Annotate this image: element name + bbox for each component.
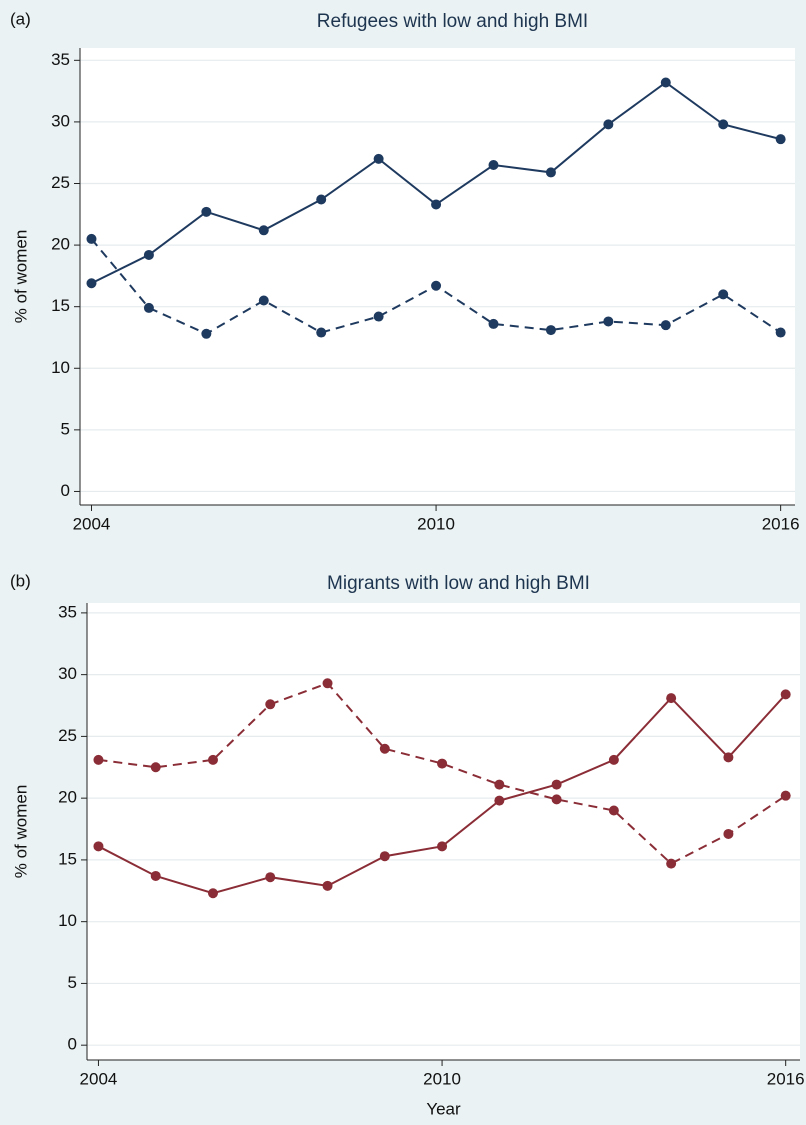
- point: [780, 689, 791, 700]
- point: [150, 762, 161, 773]
- x-tick-label: 2010: [417, 514, 455, 533]
- point: [608, 805, 619, 816]
- y-tick-label: 10: [51, 358, 70, 377]
- point: [86, 278, 97, 289]
- point: [603, 316, 614, 327]
- y-tick-label: 20: [58, 788, 77, 807]
- point: [150, 870, 161, 881]
- point: [608, 754, 619, 765]
- point: [718, 119, 729, 130]
- point: [666, 858, 677, 869]
- y-tick-label: 15: [51, 296, 70, 315]
- point: [258, 225, 269, 236]
- plot-area: [87, 603, 800, 1060]
- point: [437, 841, 448, 852]
- x-tick-label: 2016: [762, 514, 800, 533]
- x-axis-label: Year: [426, 1099, 461, 1118]
- y-tick-label: 25: [58, 726, 77, 745]
- chart-title: Refugees with low and high BMI: [317, 11, 588, 32]
- y-tick-label: 15: [58, 849, 77, 868]
- y-tick-label: 20: [51, 235, 70, 254]
- point: [494, 795, 505, 806]
- point: [666, 693, 677, 704]
- y-axis-label: % of women: [11, 785, 30, 879]
- y-tick-label: 0: [61, 481, 70, 500]
- point: [723, 828, 734, 839]
- y-tick-label: 5: [61, 419, 70, 438]
- point: [265, 699, 276, 710]
- y-axis-label: % of women: [11, 230, 30, 324]
- chart-title: Migrants with low and high BMI: [327, 573, 590, 594]
- point: [603, 119, 614, 130]
- point: [316, 194, 327, 205]
- point: [545, 167, 556, 178]
- y-tick-label: 30: [51, 111, 70, 130]
- y-tick-label: 30: [58, 664, 77, 683]
- point: [143, 302, 154, 313]
- point: [660, 320, 671, 331]
- point: [488, 160, 499, 171]
- point: [431, 199, 442, 210]
- point: [545, 325, 556, 336]
- panel-label: (b): [10, 571, 31, 590]
- y-tick-label: 35: [58, 602, 77, 621]
- y-tick-label: 5: [68, 973, 77, 992]
- point: [207, 754, 218, 765]
- point: [775, 134, 786, 145]
- point: [379, 851, 390, 862]
- point: [718, 289, 729, 300]
- point: [775, 327, 786, 338]
- point: [551, 794, 562, 805]
- point: [322, 880, 333, 891]
- point: [207, 888, 218, 899]
- point: [551, 779, 562, 790]
- point: [93, 841, 104, 852]
- point: [316, 327, 327, 338]
- x-tick-label: 2004: [80, 1069, 118, 1088]
- point: [723, 752, 734, 763]
- point: [201, 206, 212, 217]
- x-tick-label: 2016: [767, 1069, 805, 1088]
- y-tick-label: 25: [51, 173, 70, 192]
- plot-area: [80, 48, 795, 505]
- point: [265, 872, 276, 883]
- panel-label: (a): [10, 9, 31, 28]
- point: [373, 153, 384, 164]
- point: [143, 249, 154, 260]
- point: [258, 295, 269, 306]
- point: [86, 233, 97, 244]
- point: [93, 754, 104, 765]
- x-tick-label: 2004: [73, 514, 111, 533]
- point: [373, 311, 384, 322]
- point: [322, 678, 333, 689]
- point: [437, 758, 448, 769]
- y-tick-label: 10: [58, 911, 77, 930]
- y-tick-label: 0: [68, 1035, 77, 1054]
- x-tick-label: 2010: [423, 1069, 461, 1088]
- point: [379, 743, 390, 754]
- point: [488, 318, 499, 329]
- point: [660, 77, 671, 88]
- point: [201, 328, 212, 339]
- y-tick-label: 35: [51, 50, 70, 69]
- point: [780, 790, 791, 801]
- point: [494, 779, 505, 790]
- point: [431, 280, 442, 291]
